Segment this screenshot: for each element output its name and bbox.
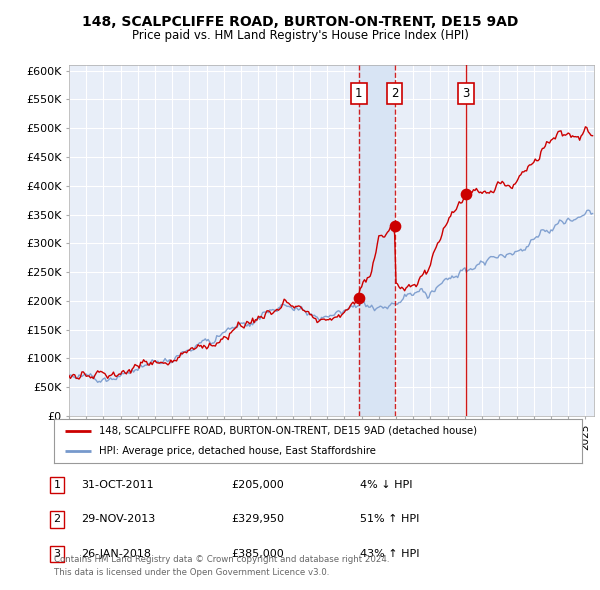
- Text: £205,000: £205,000: [231, 480, 284, 490]
- Text: Price paid vs. HM Land Registry's House Price Index (HPI): Price paid vs. HM Land Registry's House …: [131, 30, 469, 42]
- Point: [390, 221, 400, 231]
- Bar: [359, 65, 394, 416]
- Text: 3: 3: [53, 549, 61, 559]
- Text: 148, SCALPCLIFFE ROAD, BURTON-ON-TRENT, DE15 9AD (detached house): 148, SCALPCLIFFE ROAD, BURTON-ON-TRENT, …: [99, 426, 477, 436]
- Text: 31-OCT-2011: 31-OCT-2011: [81, 480, 154, 490]
- Text: 2: 2: [391, 87, 398, 100]
- Text: 148, SCALPCLIFFE ROAD, BURTON-ON-TRENT, DE15 9AD: 148, SCALPCLIFFE ROAD, BURTON-ON-TRENT, …: [82, 15, 518, 29]
- Text: 2: 2: [53, 514, 61, 525]
- Text: 1: 1: [355, 87, 362, 100]
- Text: Contains HM Land Registry data © Crown copyright and database right 2024.: Contains HM Land Registry data © Crown c…: [54, 555, 389, 563]
- Point: [461, 189, 471, 199]
- Text: HPI: Average price, detached house, East Staffordshire: HPI: Average price, detached house, East…: [99, 446, 376, 455]
- Text: 26-JAN-2018: 26-JAN-2018: [81, 549, 151, 559]
- Text: 43% ↑ HPI: 43% ↑ HPI: [360, 549, 419, 559]
- Text: 1: 1: [53, 480, 61, 490]
- Text: 29-NOV-2013: 29-NOV-2013: [81, 514, 155, 525]
- Text: This data is licensed under the Open Government Licence v3.0.: This data is licensed under the Open Gov…: [54, 568, 329, 576]
- Text: 3: 3: [463, 87, 470, 100]
- Text: 51% ↑ HPI: 51% ↑ HPI: [360, 514, 419, 525]
- Text: £385,000: £385,000: [231, 549, 284, 559]
- Text: £329,950: £329,950: [231, 514, 284, 525]
- Text: 4% ↓ HPI: 4% ↓ HPI: [360, 480, 413, 490]
- Point: [354, 293, 364, 303]
